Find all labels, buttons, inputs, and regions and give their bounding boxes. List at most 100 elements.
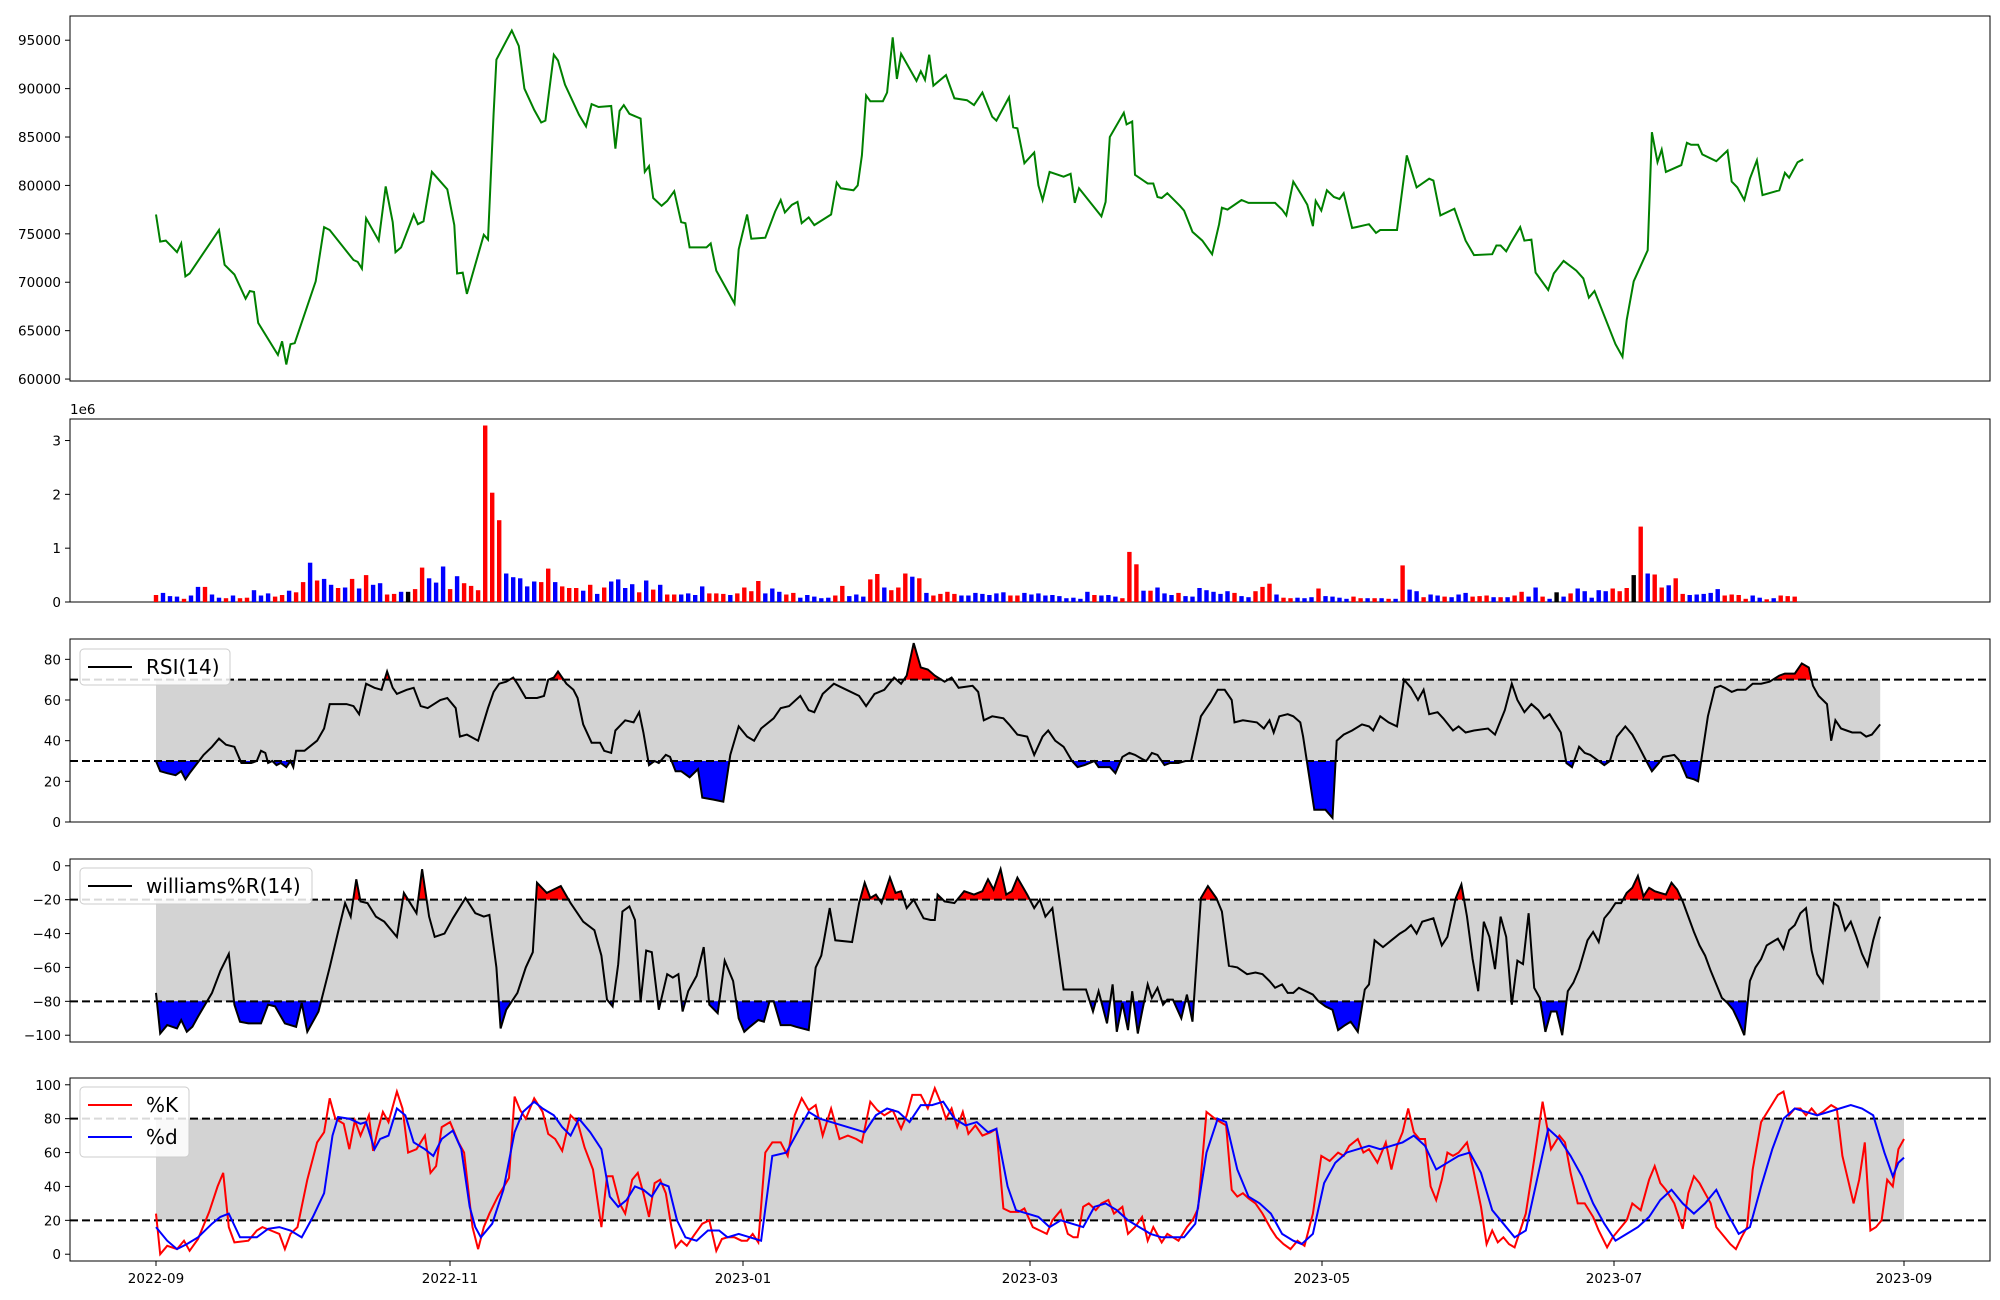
- volume-bar: [833, 595, 838, 602]
- stochastic-legend: %K %d: [79, 1086, 190, 1158]
- volume-bar: [483, 425, 488, 602]
- volume-bar: [994, 593, 999, 602]
- price-plot-area: [155, 28, 1804, 365]
- volume-bar: [1099, 595, 1104, 602]
- volume-bar: [1743, 598, 1748, 602]
- volume-bar: [1512, 595, 1517, 602]
- volume-bar: [1701, 593, 1706, 602]
- volume-bar: [840, 585, 845, 602]
- price-ytick-label: 85000: [18, 130, 61, 146]
- volume-bar: [1274, 594, 1279, 602]
- volume-bar: [1582, 591, 1587, 602]
- volume-bar: [1400, 565, 1405, 602]
- volume-bar: [461, 583, 467, 602]
- williams-panel: −100 −80 −60 −40 −20 0 williams%R(14): [24, 858, 1991, 1044]
- volume-bar: [1239, 596, 1244, 602]
- volume-bar: [1694, 594, 1699, 602]
- volume-bar: [272, 596, 278, 602]
- williams-ytick-label: −80: [33, 994, 62, 1010]
- x-tick-label: 2023-07: [1586, 1271, 1642, 1287]
- volume-bar: [188, 595, 194, 602]
- volume-bar: [952, 593, 957, 602]
- volume-bar: [1435, 595, 1440, 602]
- volume-bar: [1442, 596, 1447, 602]
- williams-y-axis: −100 −80 −60 −40 −20 0: [24, 859, 70, 1044]
- rsi-overbought-fill: [1773, 663, 1811, 680]
- stochastic-ytick-label: 80: [44, 1112, 61, 1128]
- rsi-oversold-fill: [1599, 761, 1610, 766]
- price-ytick-label: 90000: [18, 82, 61, 98]
- rsi-ytick-label: 0: [52, 815, 61, 831]
- volume-bar: [588, 584, 593, 602]
- williams-plot-area: [70, 865, 1990, 1036]
- volume-bar: [1113, 596, 1118, 602]
- volume-bar: [1358, 598, 1363, 602]
- volume-bar: [1120, 598, 1125, 602]
- stochastic-k-line: [155, 1085, 1905, 1257]
- rsi-overbought-fill: [904, 643, 942, 680]
- volume-bar: [1603, 591, 1608, 602]
- volume-bar: [1729, 594, 1734, 602]
- volume-bar: [1323, 596, 1328, 602]
- x-tick-label: 2023-09: [1876, 1271, 1932, 1287]
- x-tick-label: 2022-09: [128, 1271, 184, 1287]
- volume-bar: [784, 594, 789, 602]
- volume-bar: [1134, 564, 1139, 602]
- volume-bar: [1183, 596, 1188, 602]
- volume-ytick-label: 0: [52, 595, 61, 611]
- volume-bar: [1771, 598, 1776, 602]
- williams-oversold-fill: [709, 1001, 720, 1014]
- volume-bar: [595, 593, 600, 602]
- volume-bar: [251, 590, 257, 602]
- volume-bar: [1267, 583, 1272, 602]
- volume-bar: [875, 574, 880, 602]
- volume-bar: [1316, 588, 1321, 602]
- volume-bar: [770, 588, 775, 602]
- volume-bar: [307, 562, 313, 602]
- volume-bar: [1379, 598, 1384, 602]
- volume-bar: [1295, 597, 1300, 602]
- williams-oversold-fill: [1133, 1001, 1144, 1034]
- volume-bar: [1617, 591, 1622, 602]
- price-ytick-label: 65000: [18, 324, 61, 340]
- volume-bar: [153, 595, 159, 602]
- volume-bar: [1330, 596, 1335, 602]
- volume-bar: [1778, 595, 1783, 602]
- volume-bar: [1162, 593, 1167, 602]
- x-tick-label: 2023-05: [1294, 1271, 1350, 1287]
- volume-bar: [1498, 597, 1503, 602]
- volume-bar: [910, 576, 915, 602]
- stochastic-d-line: [155, 1100, 1905, 1251]
- rsi-band: [156, 679, 1881, 761]
- volume-bar: [987, 595, 992, 602]
- volume-bar: [384, 594, 390, 602]
- williams-legend-box: [79, 867, 313, 905]
- stochastic-y-axis: 0 20 40 60 80 100: [35, 1078, 70, 1263]
- volume-bar: [1092, 595, 1097, 602]
- volume-bar: [209, 594, 215, 602]
- volume-bar: [1204, 590, 1209, 602]
- volume-bar: [1344, 598, 1349, 602]
- volume-bar: [945, 591, 950, 602]
- rsi-legend: RSI(14): [79, 648, 231, 686]
- volume-bar: [398, 591, 404, 602]
- rsi-ytick-label: 20: [44, 774, 61, 790]
- volume-bar: [1407, 589, 1412, 602]
- volume-bar: [651, 589, 656, 602]
- volume-bar: [1449, 597, 1454, 602]
- volume-bar: [1575, 588, 1580, 602]
- volume-bar: [700, 586, 705, 602]
- volume-bar: [1309, 597, 1314, 602]
- volume-axes-frame: [69, 418, 1991, 603]
- volume-bar: [237, 598, 243, 602]
- volume-bar: [742, 587, 747, 602]
- volume-bar: [174, 596, 180, 602]
- rsi-y-axis: 0 20 40 60 80: [44, 652, 70, 831]
- volume-bar: [1456, 594, 1461, 602]
- volume-bar: [321, 578, 327, 602]
- volume-bar: [300, 582, 306, 602]
- volume-bar: [265, 593, 271, 602]
- stochastic-ytick-label: 60: [44, 1146, 61, 1162]
- volume-bar: [1393, 598, 1398, 602]
- volume-bar: [454, 576, 460, 602]
